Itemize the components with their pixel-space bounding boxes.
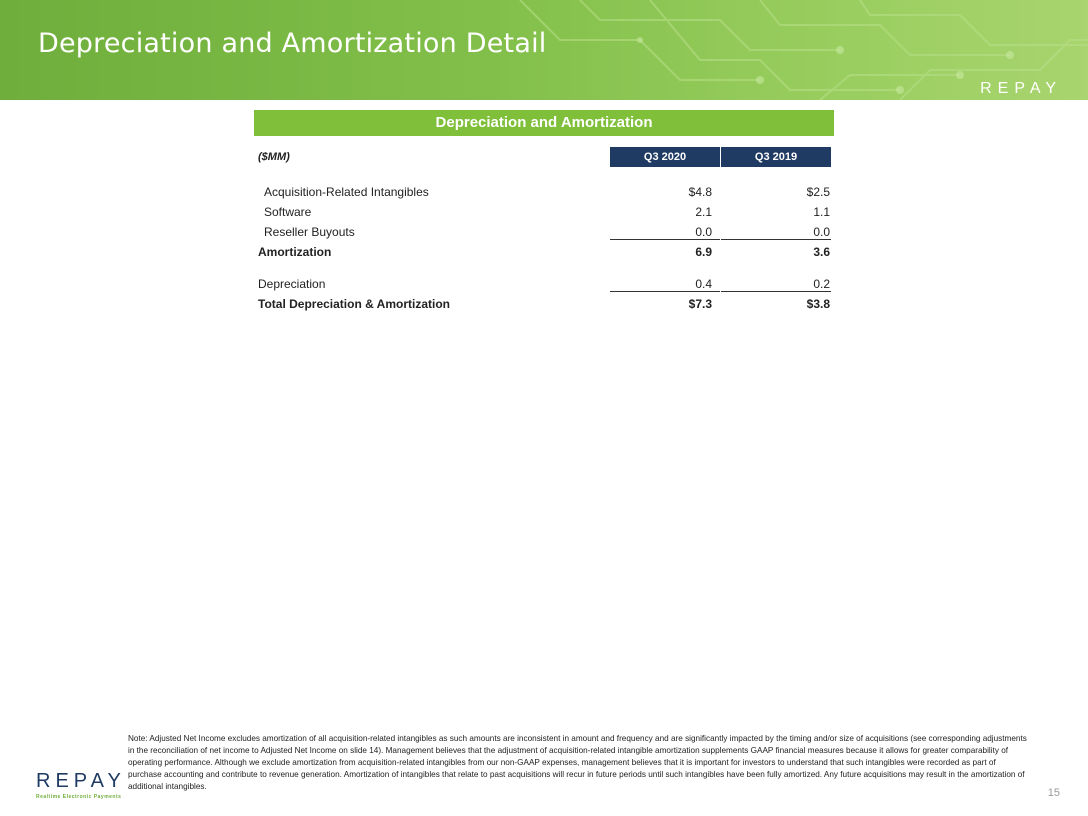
table-row: Acquisition-Related Intangibles $4.8 $2.… bbox=[254, 182, 834, 202]
row-value-q3-2019: 0.2 bbox=[813, 277, 830, 291]
row-label: Total Depreciation & Amortization bbox=[258, 297, 451, 311]
row-label: Software bbox=[264, 205, 312, 219]
row-value-q3-2019: 1.1 bbox=[813, 205, 830, 219]
table-row: Software 2.1 1.1 bbox=[254, 202, 834, 222]
row-value-q3-2019: 3.6 bbox=[813, 245, 830, 259]
footer-logo-word: REPAY bbox=[36, 770, 126, 792]
row-value-q3-2019: 0.0 bbox=[813, 225, 830, 239]
subtotal-underline bbox=[721, 239, 831, 240]
subtotal-underline bbox=[721, 291, 831, 292]
table-header-row: ($MM) Q3 2020 Q3 2019 bbox=[254, 147, 834, 167]
header-banner: Depreciation and Amortization Detail REP… bbox=[0, 0, 1088, 100]
page-title: Depreciation and Amortization Detail bbox=[38, 28, 547, 59]
table-row: Depreciation 0.4 0.2 bbox=[254, 274, 834, 294]
footnote: Note: Adjusted Net Income excludes amort… bbox=[128, 734, 1027, 791]
row-label: Reseller Buyouts bbox=[264, 225, 355, 239]
table-row-total: Total Depreciation & Amortization $7.3 $… bbox=[254, 294, 834, 314]
row-label: Depreciation bbox=[258, 277, 326, 291]
row-value-q3-2020: $4.8 bbox=[688, 185, 712, 199]
footer-tagline: Realtime Electronic Payments bbox=[36, 794, 122, 800]
row-value-q3-2020: 0.4 bbox=[695, 277, 712, 291]
column-header-q3-2020: Q3 2020 bbox=[610, 147, 720, 167]
row-label: Acquisition-Related Intangibles bbox=[264, 185, 429, 199]
header-logo: REPAY bbox=[980, 80, 1062, 97]
circuit-pattern-icon bbox=[519, 0, 1088, 100]
footer-logo: REPAY Realtime Electronic Payments bbox=[36, 770, 126, 800]
subtotal-underline bbox=[610, 239, 720, 240]
row-value-q3-2019: $2.5 bbox=[806, 185, 830, 199]
column-header-q3-2019: Q3 2019 bbox=[721, 147, 831, 167]
row-label: Amortization bbox=[258, 245, 332, 259]
row-value-q3-2019: $3.8 bbox=[806, 297, 830, 311]
table-title: Depreciation and Amortization bbox=[254, 110, 834, 136]
row-value-q3-2020: 0.0 bbox=[695, 225, 712, 239]
subtotal-underline bbox=[610, 291, 720, 292]
page-number: 15 bbox=[1047, 787, 1060, 799]
row-value-q3-2020: 6.9 bbox=[695, 245, 712, 259]
row-value-q3-2020: 2.1 bbox=[695, 205, 712, 219]
table-row: Amortization 6.9 3.6 bbox=[254, 242, 834, 262]
table-row: Reseller Buyouts 0.0 0.0 bbox=[254, 222, 834, 242]
row-value-q3-2020: $7.3 bbox=[688, 297, 712, 311]
units-label: ($MM) bbox=[258, 151, 290, 163]
da-table: Depreciation and Amortization ($MM) Q3 2… bbox=[254, 110, 834, 311]
